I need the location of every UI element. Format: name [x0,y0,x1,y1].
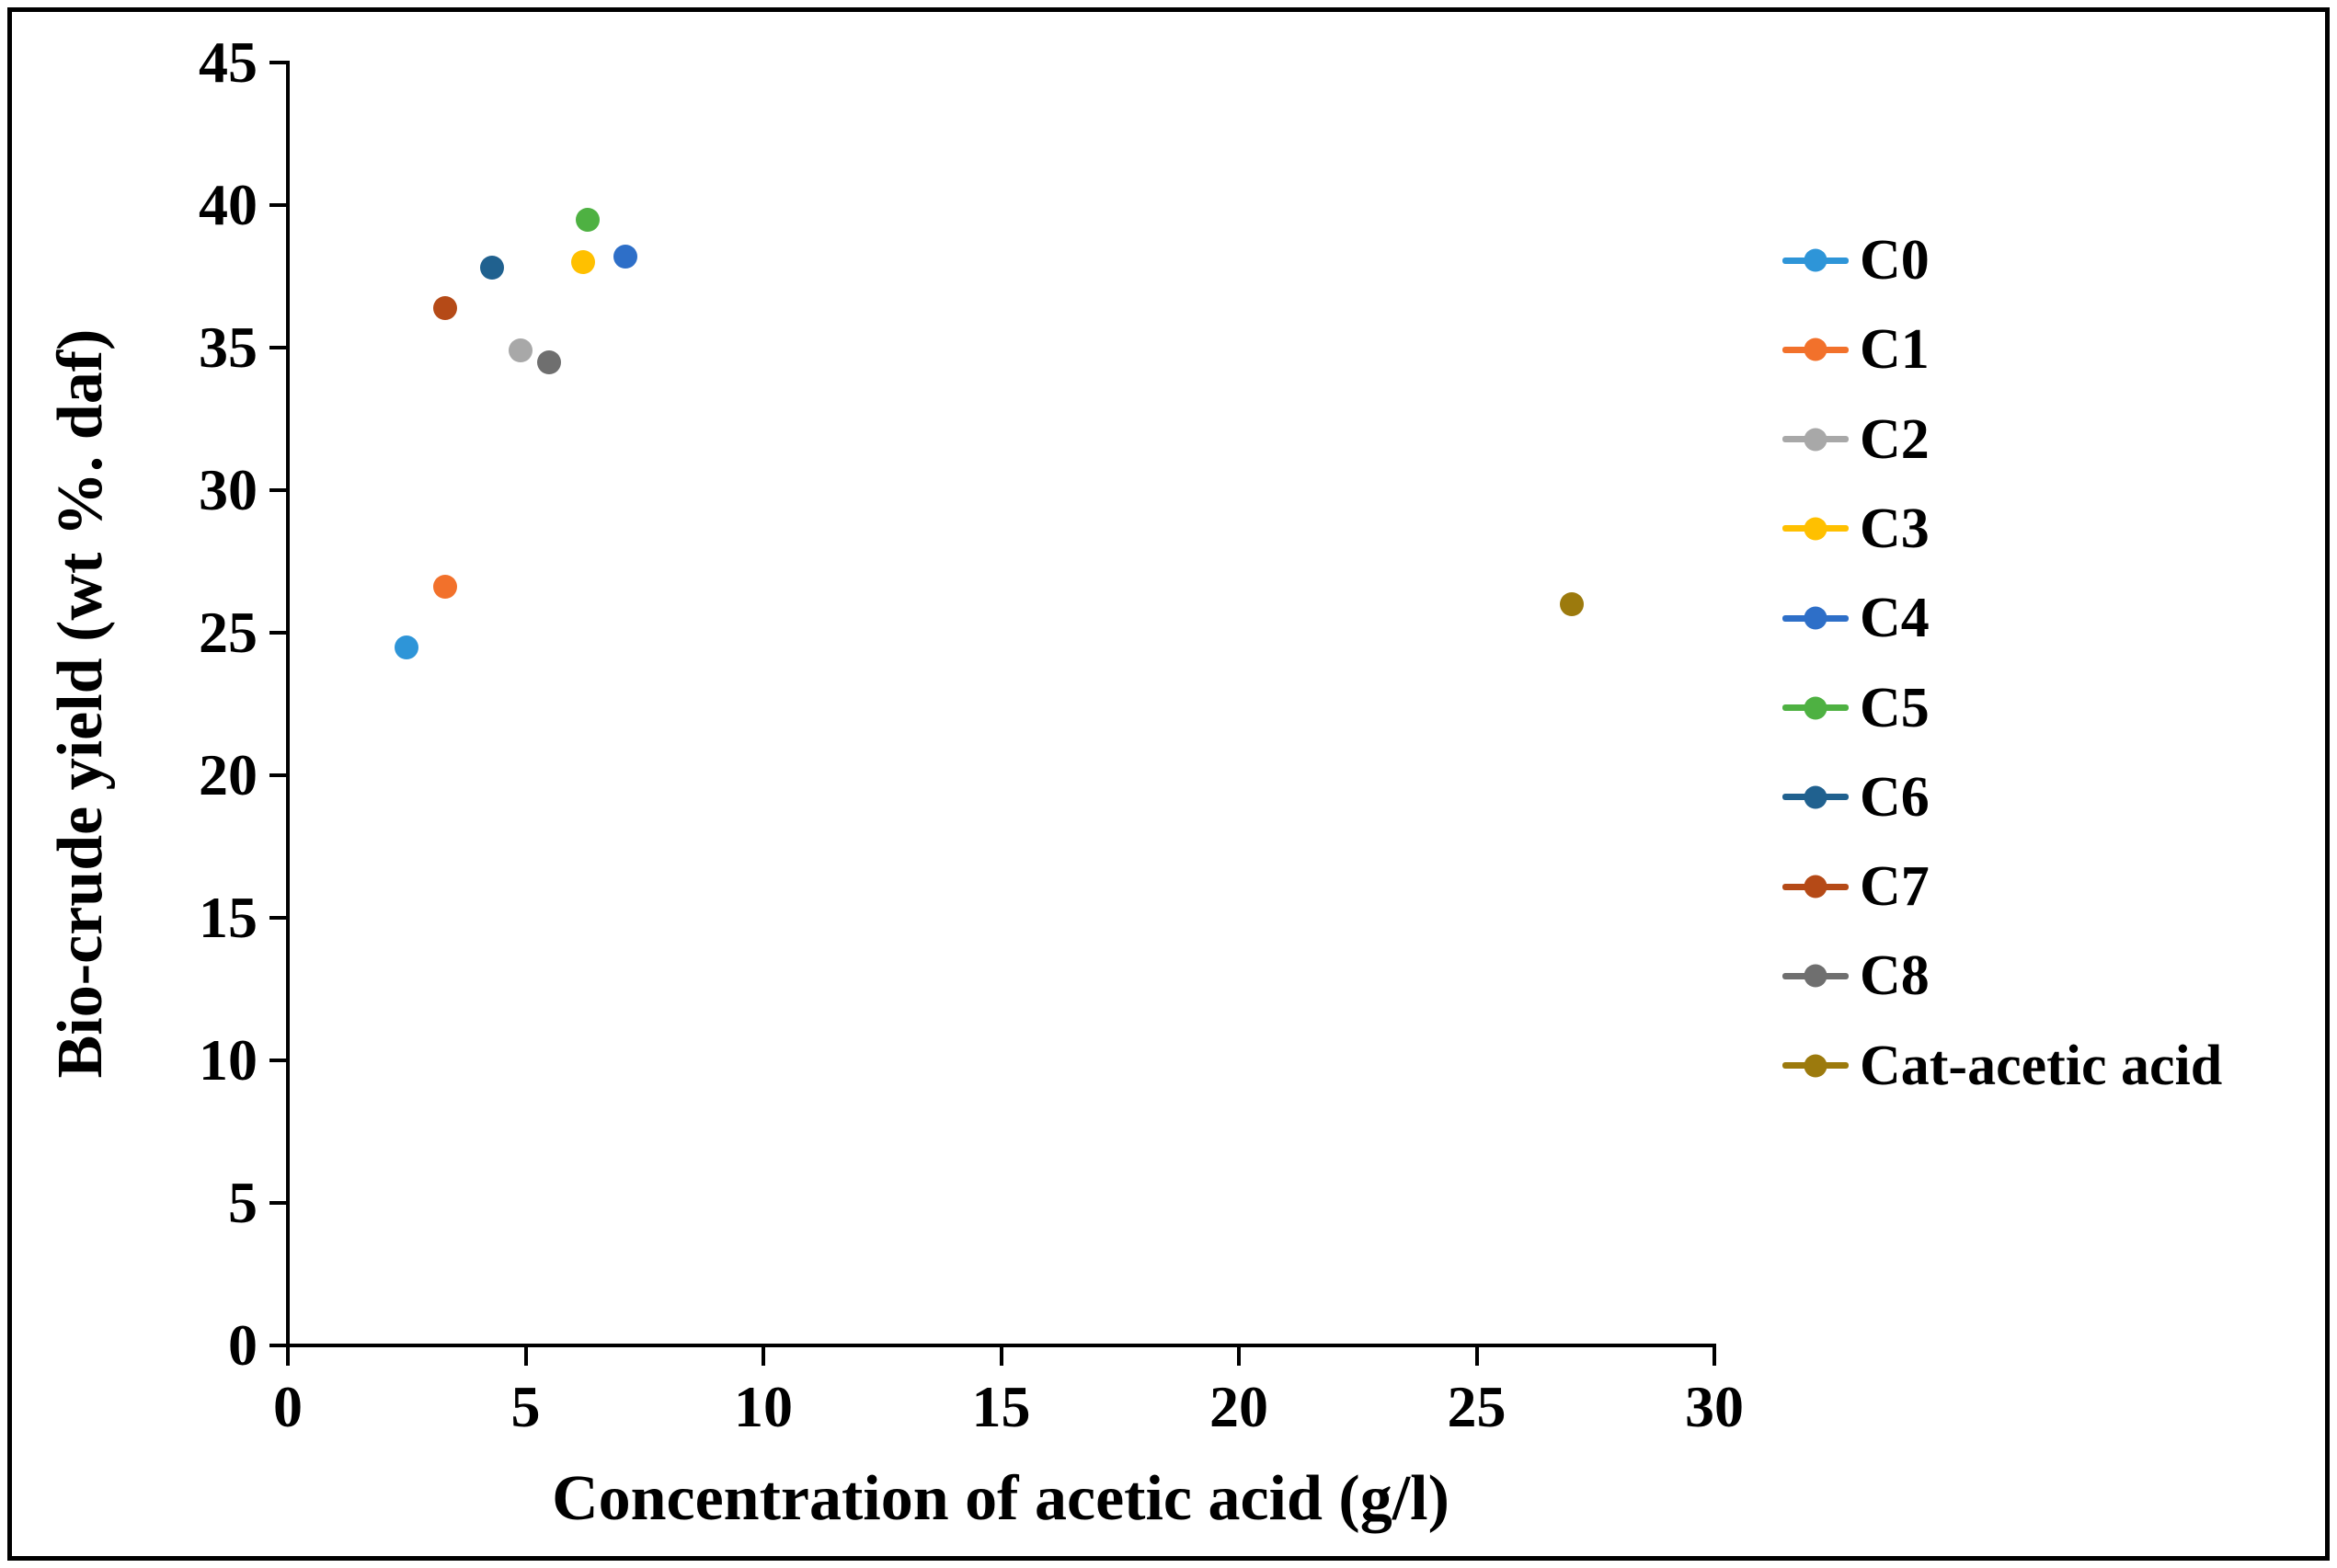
y-tick-mark [269,1059,288,1062]
legend-marker-line [1782,338,1849,361]
legend-item-C7: C7 [1782,841,1930,932]
legend-label: C3 [1860,497,1930,560]
y-tick-mark [269,488,288,492]
legend-marker-dot [1804,606,1827,630]
legend-marker-dot [1804,517,1827,541]
y-tick-label: 0 [228,1312,258,1378]
data-point-C5 [575,207,600,232]
data-point-C0 [395,635,419,659]
x-tick-label: 5 [510,1374,541,1439]
legend-label: C1 [1860,318,1930,382]
x-tick-label: 15 [971,1374,1031,1439]
legend-label: C0 [1860,229,1930,292]
legend-item-C5: C5 [1782,663,1930,753]
x-tick-mark [1713,1345,1716,1366]
legend-marker-line [1782,517,1849,541]
legend-item-C6: C6 [1782,752,1930,842]
y-tick-mark [269,1344,288,1347]
legend-item-Cat-acetic acid: Cat-acetic acid [1782,1021,2222,1111]
y-tick-label: 10 [199,1027,258,1093]
y-tick-mark [269,203,288,207]
x-axis-title: Concentration of acetic acid (g/l) [552,1463,1449,1534]
y-tick-mark [269,1201,288,1205]
x-tick-mark [999,1345,1003,1366]
y-tick-mark [269,346,288,349]
y-tick-mark [269,773,288,777]
data-point-C2 [509,338,533,363]
x-tick-mark [762,1345,765,1366]
y-tick-mark [269,61,288,64]
legend-label: C7 [1860,855,1930,919]
legend-label: C4 [1860,587,1930,650]
legend-marker-dot [1804,338,1827,361]
data-point-C8 [537,349,562,374]
data-point-C7 [432,295,457,320]
x-tick-label: 25 [1447,1374,1506,1439]
y-axis-line [286,61,290,1364]
legend-marker-dot [1804,1054,1827,1078]
legend-marker-line [1782,428,1849,452]
legend-marker-dot [1804,696,1827,719]
x-tick-mark [523,1345,528,1366]
legend-marker-dot [1804,248,1827,272]
legend-label: C2 [1860,407,1930,471]
x-tick-mark [1474,1345,1479,1366]
legend-label: C6 [1860,765,1930,829]
legend-item-C0: C0 [1782,215,1930,305]
figure-border [7,7,2330,1561]
y-tick-mark [269,631,288,635]
x-tick-label: 10 [734,1374,793,1439]
y-axis-title: Bio-crude yield (wt %. daf) [45,328,116,1079]
data-point-Cat-acetic acid [1559,592,1584,616]
legend-marker-line [1782,964,1849,988]
legend-item-C2: C2 [1782,395,1930,485]
y-tick-label: 30 [199,457,258,522]
legend-marker-dot [1804,964,1827,988]
y-tick-label: 5 [228,1170,258,1235]
y-tick-label: 20 [199,742,258,807]
y-tick-label: 45 [199,29,258,95]
x-tick-mark [286,1345,290,1366]
y-tick-label: 35 [199,315,258,380]
legend-marker-line [1782,785,1849,809]
legend-marker-line [1782,1054,1849,1078]
data-point-C1 [432,575,457,600]
x-tick-label: 0 [273,1374,303,1439]
data-point-C3 [570,250,595,274]
legend-marker-line [1782,696,1849,719]
y-tick-label: 25 [199,600,258,665]
legend-label: Cat-acetic acid [1860,1034,2223,1097]
legend-marker-dot [1804,875,1827,898]
x-tick-label: 20 [1209,1374,1268,1439]
legend-marker-line [1782,875,1849,898]
data-point-C6 [480,256,505,280]
chart-legend: C0 C1 C2 C3 C4 C5 C6 C7 C8 Cat-acetic acid [1782,0,2334,1568]
legend-label: C8 [1860,944,1930,1008]
legend-item-C8: C8 [1782,931,1930,1021]
y-tick-label: 40 [199,172,258,237]
legend-item-C1: C1 [1782,304,1930,395]
legend-marker-line [1782,248,1849,272]
legend-marker-line [1782,606,1849,630]
legend-item-C3: C3 [1782,484,1930,574]
legend-marker-dot [1804,428,1827,452]
data-point-C4 [613,244,638,269]
legend-label: C5 [1860,676,1930,739]
x-tick-mark [1237,1345,1241,1366]
y-tick-mark [269,916,288,920]
legend-item-C4: C4 [1782,573,1930,663]
legend-marker-dot [1804,785,1827,809]
y-tick-label: 15 [199,885,258,950]
x-tick-label: 30 [1685,1374,1744,1439]
